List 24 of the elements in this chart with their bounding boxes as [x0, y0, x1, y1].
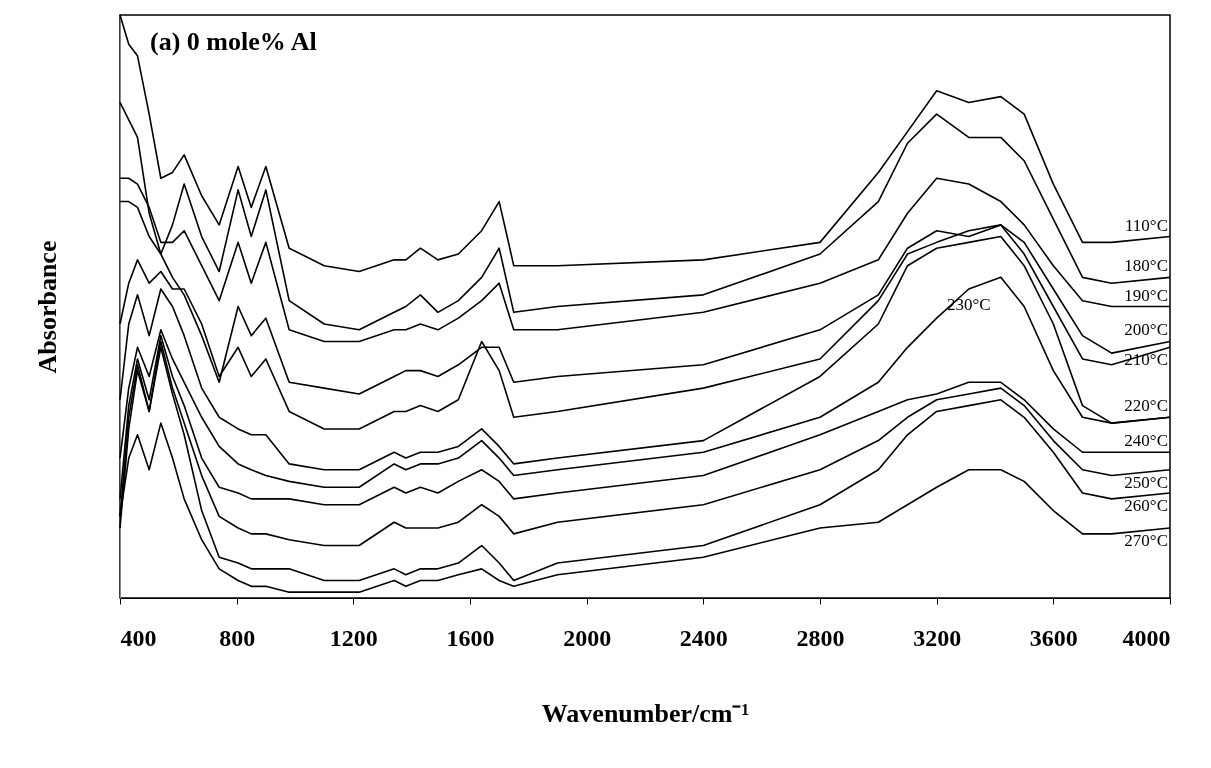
series-label: 180°C [1124, 256, 1168, 276]
x-tick-label: 400 [120, 624, 157, 651]
series-label: 250°C [1124, 472, 1168, 492]
x-tick-label: 1200 [329, 624, 378, 651]
series-label: 190°C [1124, 285, 1168, 305]
series-label: 240°C [1124, 431, 1168, 451]
x-tick-label: 3200 [913, 624, 962, 651]
series-label: 110°C [1124, 215, 1168, 235]
x-tick-label: 2800 [796, 624, 845, 651]
y-axis-title: Absorbance [32, 240, 62, 374]
x-tick-label: 4000 [1122, 624, 1171, 651]
annotation: 230°C [946, 295, 991, 315]
x-tick-label: 2000 [563, 624, 612, 651]
x-tick-label: 2400 [679, 624, 728, 651]
series-label: 210°C [1124, 350, 1168, 370]
series-label: 200°C [1124, 320, 1168, 340]
series-label: 260°C [1124, 496, 1168, 516]
series-label: 220°C [1124, 396, 1168, 416]
x-tick-label: 1600 [446, 624, 495, 651]
x-tick-label: 3600 [1029, 624, 1078, 651]
x-tick-label: 800 [219, 624, 256, 651]
text: (a) 0 mole% Al [150, 27, 317, 56]
x-axis-title: Wavenumber/cm⁻¹ [541, 698, 750, 728]
series-label: 270°C [1124, 531, 1168, 551]
